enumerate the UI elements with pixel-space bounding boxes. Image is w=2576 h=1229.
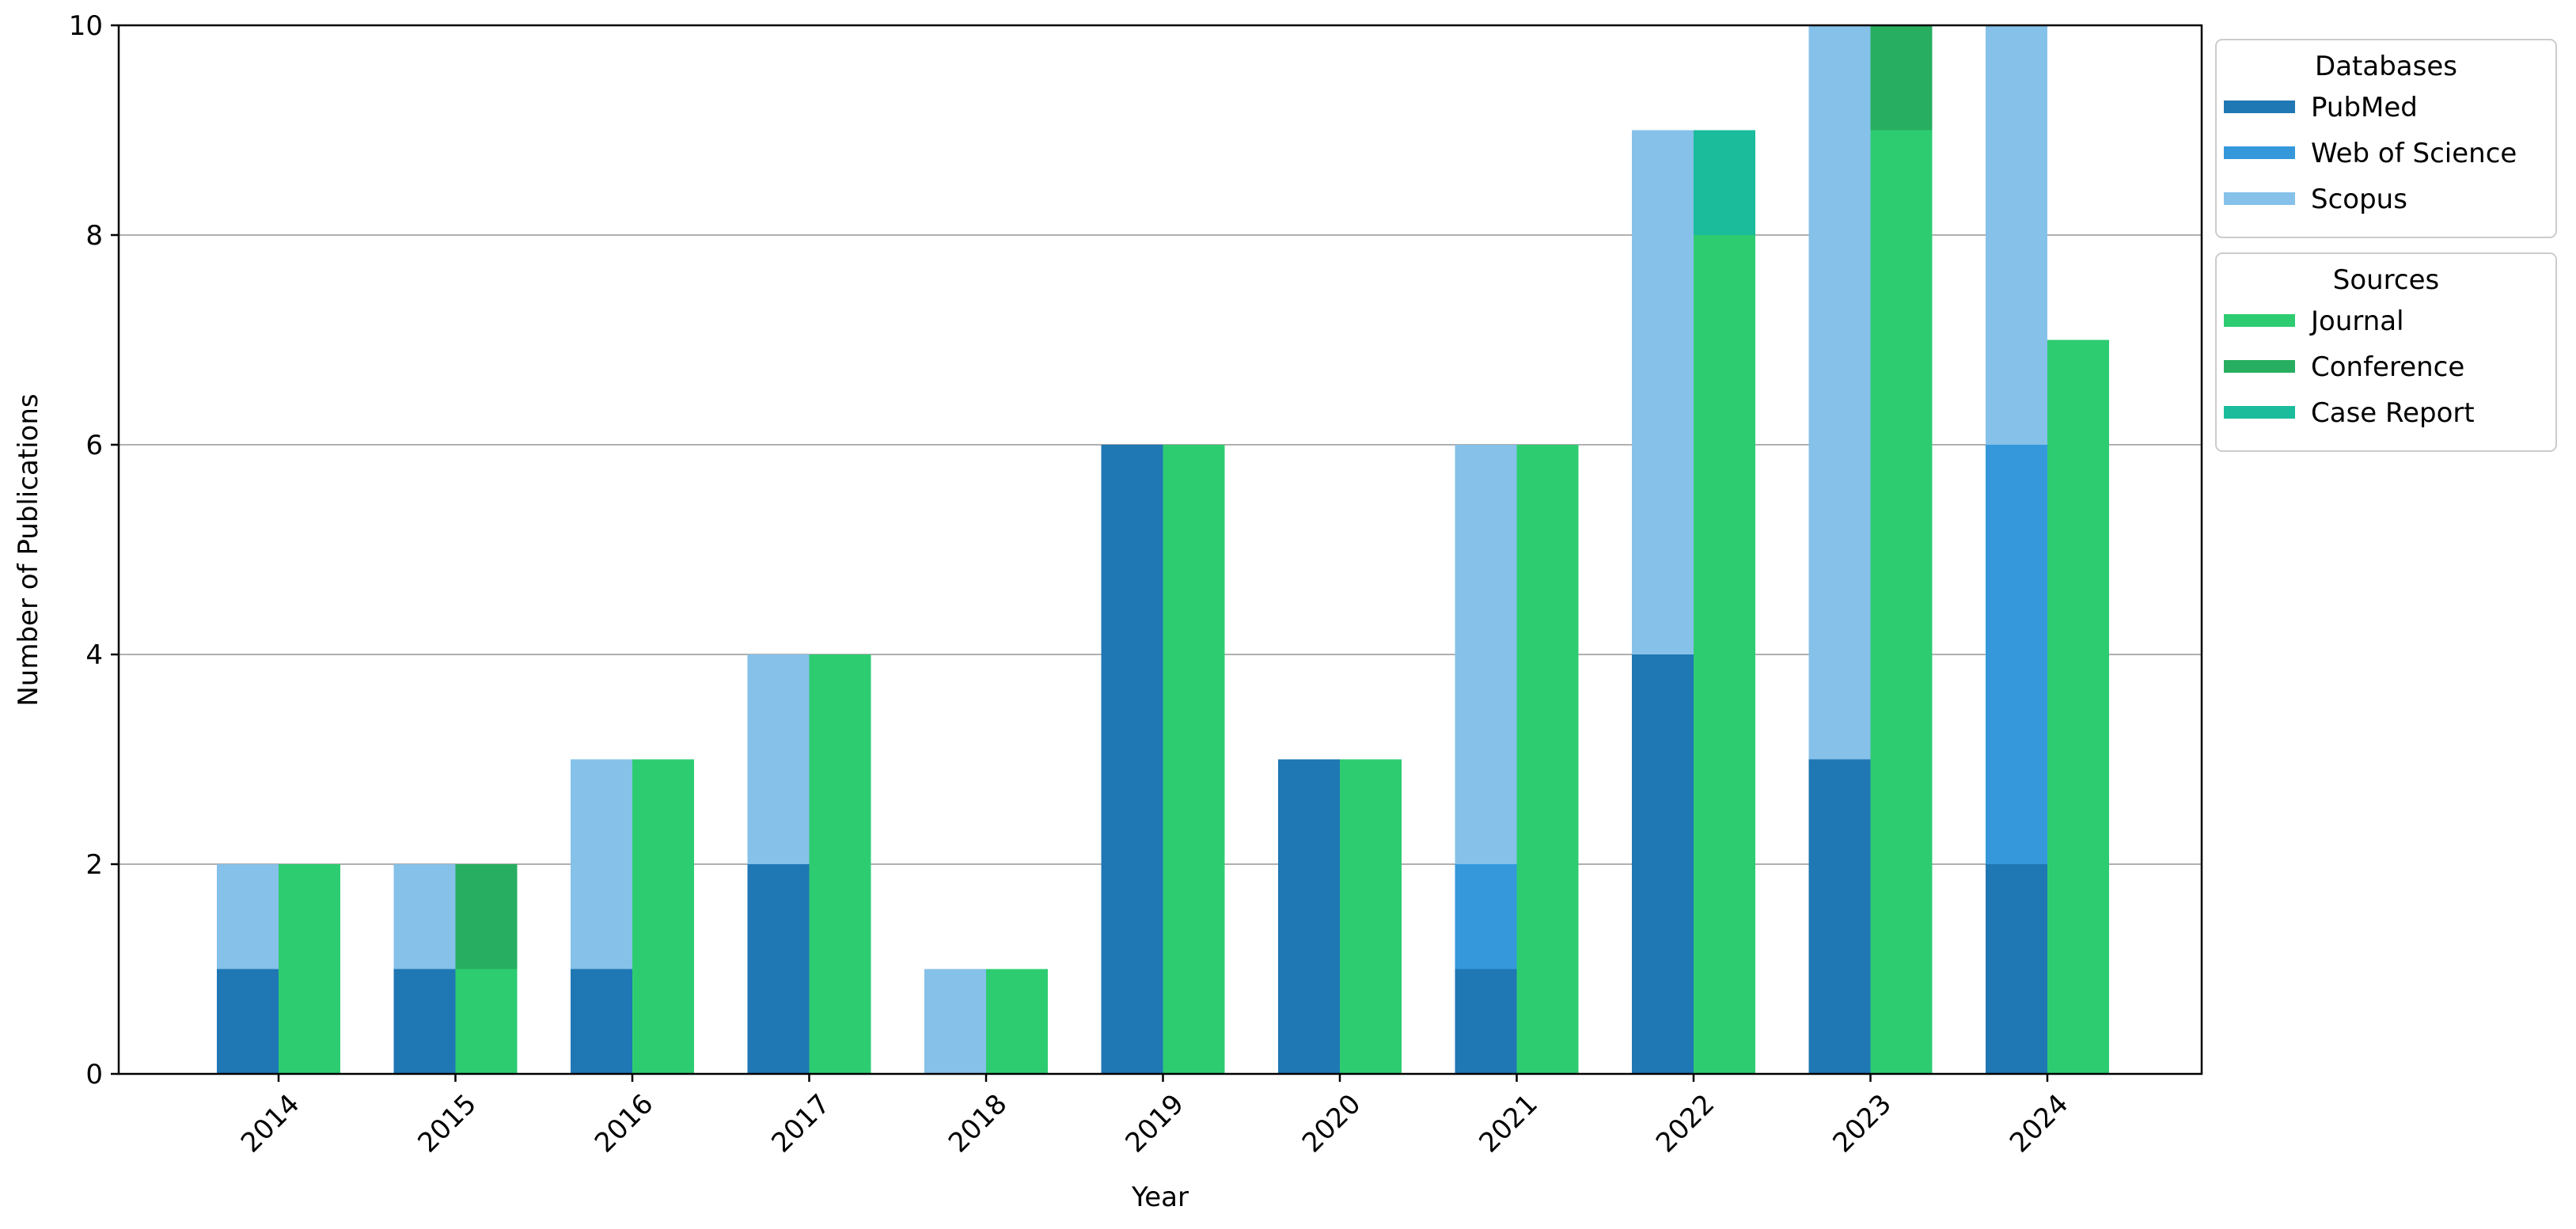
bar-2024-web-of-science xyxy=(1986,445,2047,864)
legend-label-conference: Conference xyxy=(2311,351,2464,383)
legends: Databases PubMed Web of Science Scopus Sourc… xyxy=(2215,39,2557,452)
y-tick-label-8: 8 xyxy=(85,220,103,252)
x-tick-label-2022: 2022 xyxy=(1650,1088,1720,1159)
bar-2015-journal xyxy=(455,969,518,1074)
legend-sources: Sources Journal Conference Case Report xyxy=(2215,252,2557,452)
bar-2020-journal xyxy=(1340,759,1402,1074)
legend-frame xyxy=(2215,39,2557,238)
plot-frame xyxy=(117,24,2203,1075)
bars xyxy=(217,25,2109,1074)
legend-label-case-report: Case Report xyxy=(2311,397,2475,429)
legend-swatch-case-report xyxy=(2224,406,2295,419)
x-tick-label-2014: 2014 xyxy=(235,1088,305,1159)
legend-swatch-conference xyxy=(2224,360,2295,373)
legend-label-web-of-science: Web of Science xyxy=(2311,138,2517,169)
legend-frame xyxy=(2215,252,2557,452)
bar-2018-scopus xyxy=(924,969,986,1074)
x-tick-label-2023: 2023 xyxy=(1827,1088,1897,1159)
bar-2014-journal xyxy=(279,864,340,1074)
x-tick-label-2020: 2020 xyxy=(1296,1088,1367,1159)
bar-2019-journal xyxy=(1163,445,1225,1074)
y-tick-label-6: 6 xyxy=(85,430,103,461)
bar-2016-journal xyxy=(632,759,694,1074)
bar-2024-journal xyxy=(2047,339,2109,1074)
bar-2015-pubmed xyxy=(393,969,456,1074)
legend-label-journal: Journal xyxy=(2309,305,2404,337)
x-axis: 2014 2015 2016 2017 2018 2019 2020 2021 2022 2023… xyxy=(235,1074,2074,1159)
bar-2018-journal xyxy=(986,969,1048,1074)
x-axis-label: Year xyxy=(1131,1182,1189,1213)
bar-2017-scopus xyxy=(747,654,810,864)
bar-2017-journal xyxy=(809,654,871,1074)
bar-2014-scopus xyxy=(217,864,279,969)
legend-databases: Databases PubMed Web of Science Scopus xyxy=(2215,39,2557,238)
bar-2019-pubmed xyxy=(1101,445,1163,1074)
bar-2024-pubmed xyxy=(1986,864,2047,1074)
bar-2023-pubmed xyxy=(1808,759,1871,1074)
bar-2024-scopus xyxy=(1986,25,2047,445)
legend-label-scopus: Scopus xyxy=(2311,184,2407,215)
legend-title-databases: Databases xyxy=(2315,51,2457,82)
y-tick-label-10: 10 xyxy=(69,10,103,42)
bar-2023-conference xyxy=(1870,25,1933,131)
x-tick-label-2016: 2016 xyxy=(589,1088,659,1159)
y-axis: 0 2 4 6 8 10 xyxy=(69,10,119,1091)
bar-2016-pubmed xyxy=(571,969,632,1074)
bar-2023-journal xyxy=(1870,130,1933,1074)
x-tick-label-2024: 2024 xyxy=(2004,1088,2074,1159)
bar-2023-scopus xyxy=(1808,25,1871,760)
legend-label-pubmed: PubMed xyxy=(2311,92,2418,123)
bar-2021-web-of-science xyxy=(1455,864,1517,969)
x-tick-label-2019: 2019 xyxy=(1119,1088,1189,1159)
y-tick-label-4: 4 xyxy=(85,639,103,671)
bar-2014-pubmed xyxy=(217,969,279,1074)
bar-2022-journal xyxy=(1694,235,1755,1074)
bar-2020-pubmed xyxy=(1278,759,1340,1074)
x-tick-label-2021: 2021 xyxy=(1473,1088,1543,1159)
bar-2021-journal xyxy=(1516,445,1579,1074)
legend-swatch-pubmed xyxy=(2224,101,2295,113)
legend-swatch-journal xyxy=(2224,314,2295,327)
bar-2016-scopus xyxy=(571,759,632,969)
y-tick-label-2: 2 xyxy=(85,849,103,881)
x-tick-label-2015: 2015 xyxy=(412,1088,482,1159)
y-tick-label-0: 0 xyxy=(85,1059,103,1091)
y-axis-label: Number of Publications xyxy=(13,393,44,706)
legend-swatch-scopus xyxy=(2224,192,2295,205)
bar-2015-conference xyxy=(455,864,518,969)
bar-2021-scopus xyxy=(1455,445,1517,864)
bar-2022-scopus xyxy=(1632,130,1694,654)
bar-2021-pubmed xyxy=(1455,969,1517,1074)
bar-2022-pubmed xyxy=(1632,654,1694,1074)
legend-title-sources: Sources xyxy=(2333,264,2440,296)
bar-2017-pubmed xyxy=(747,864,810,1074)
bar-2022-case-report xyxy=(1694,130,1755,235)
x-tick-label-2017: 2017 xyxy=(765,1088,836,1159)
x-tick-label-2018: 2018 xyxy=(943,1088,1013,1159)
bar-2015-scopus xyxy=(393,864,456,969)
legend-swatch-web-of-science xyxy=(2224,146,2295,159)
